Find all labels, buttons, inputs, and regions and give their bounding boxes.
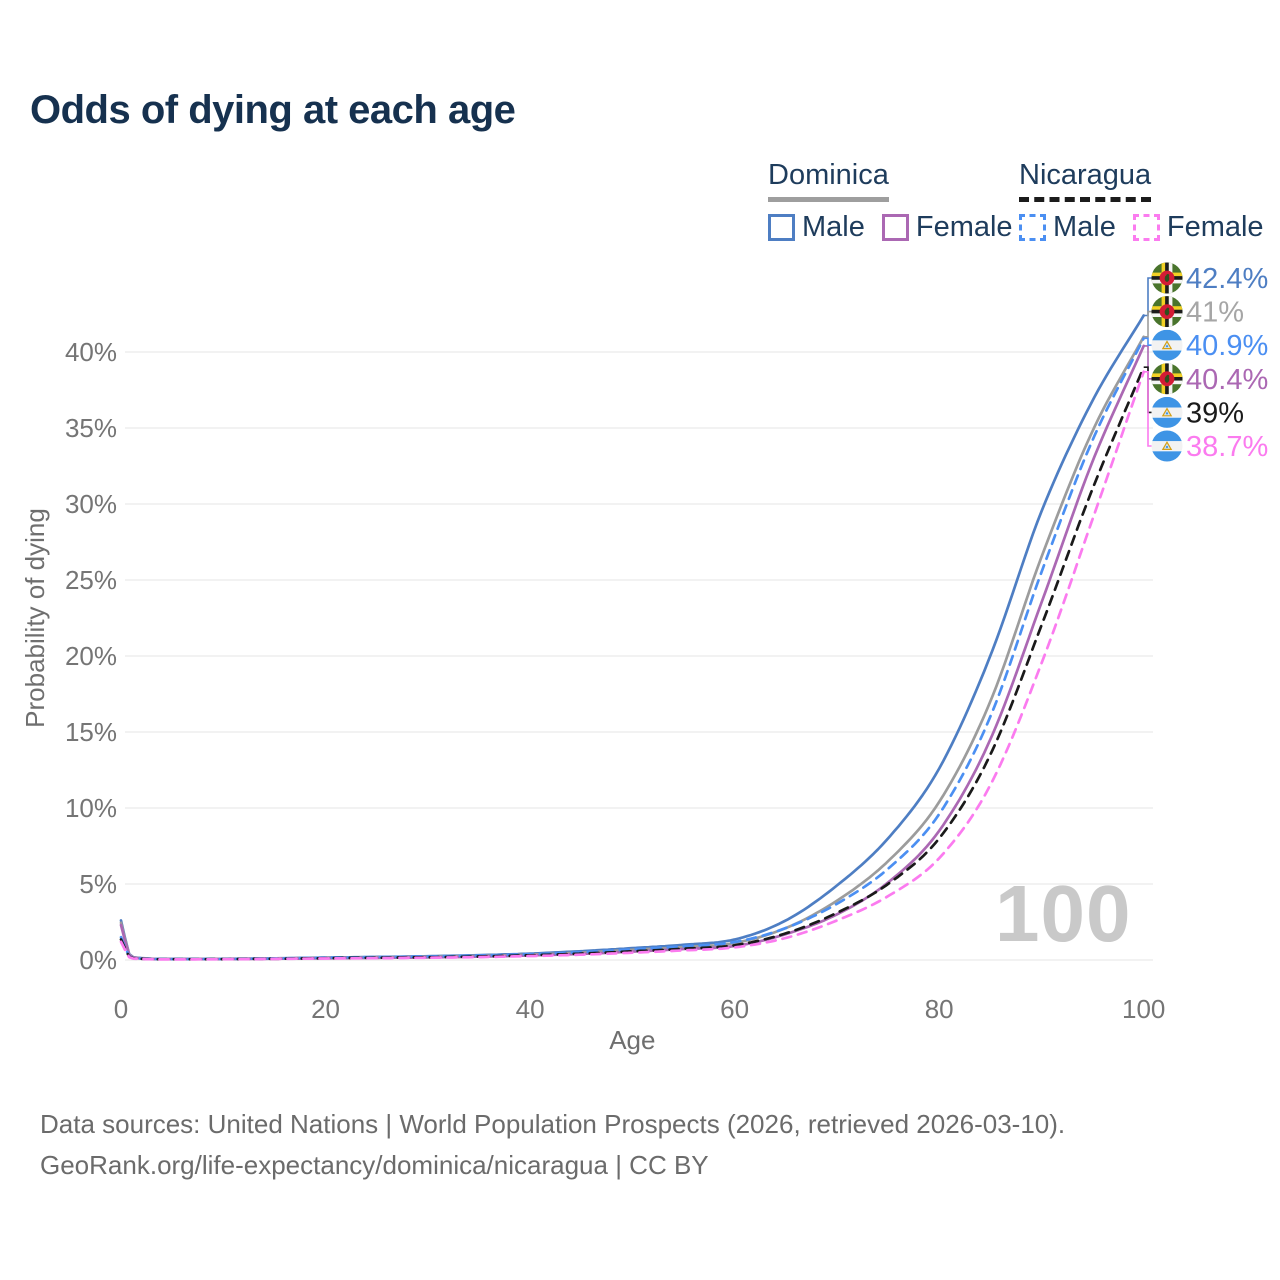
legend-label-dominica-male: Male bbox=[802, 210, 865, 243]
x-tick-label: 60 bbox=[720, 994, 749, 1024]
x-tick-label: 20 bbox=[311, 994, 340, 1024]
nicaragua-flag-icon bbox=[1151, 396, 1183, 428]
y-tick-label: 35% bbox=[65, 413, 117, 443]
end-label-connector bbox=[1143, 337, 1152, 346]
nicaragua-male-swatch bbox=[1019, 213, 1046, 241]
series-line-nicaragua-both-sexes[interactable] bbox=[119, 365, 1146, 961]
y-tick-label: 20% bbox=[65, 641, 117, 671]
series-line-nicaragua-male[interactable] bbox=[119, 336, 1146, 961]
dominica-flag-icon bbox=[1151, 262, 1183, 294]
x-tick-label: 0 bbox=[114, 994, 128, 1024]
end-label-connector bbox=[1143, 371, 1152, 447]
series-line-dominica-both-sexes[interactable] bbox=[119, 335, 1146, 961]
nicaragua-flag-icon bbox=[1151, 329, 1183, 361]
legend-country-nicaragua[interactable]: Nicaragua bbox=[1019, 159, 1152, 202]
footer-data-sources: Data sources: United Nations | World Pop… bbox=[40, 1109, 1066, 1139]
footer-link: GeoRank.org/life-expectancy/dominica/nic… bbox=[40, 1150, 709, 1180]
y-axis-title: Probability of dying bbox=[20, 508, 50, 728]
legend-group-dominica: Dominica Male Female bbox=[768, 159, 1013, 244]
end-value-label: 38.7% bbox=[1186, 431, 1268, 463]
nicaragua-flag-icon bbox=[1151, 430, 1183, 462]
end-label-group: 40.9% bbox=[1151, 329, 1268, 362]
legend-label-dominica-female: Female bbox=[915, 210, 1013, 243]
end-label-group: 40.4% bbox=[1151, 363, 1268, 396]
end-label-connector bbox=[1143, 277, 1152, 317]
y-tick-label: 40% bbox=[65, 337, 117, 367]
legend-item-nicaragua-male[interactable]: Male bbox=[1019, 211, 1116, 244]
series-line-dominica-male[interactable] bbox=[119, 314, 1146, 961]
legend-label-nicaragua-male: Male bbox=[1053, 210, 1116, 243]
legend-item-nicaragua-female[interactable]: Female bbox=[1132, 210, 1264, 244]
y-tick-label: 10% bbox=[65, 793, 117, 823]
dominica-male-swatch bbox=[768, 213, 795, 241]
chart-title: Odds of dying at each age bbox=[30, 88, 516, 132]
x-axis-title: Age bbox=[609, 1025, 655, 1055]
y-tick-label: 25% bbox=[65, 565, 117, 595]
x-tick-label: 100 bbox=[1122, 994, 1165, 1024]
y-tick-label: 15% bbox=[65, 717, 117, 747]
end-value-label: 40.9% bbox=[1186, 330, 1268, 362]
footer: Data sources: United Nations | World Pop… bbox=[40, 1104, 1065, 1186]
end-value-label: 40.4% bbox=[1186, 364, 1268, 396]
nicaragua-female-swatch bbox=[1132, 213, 1160, 241]
end-value-label: 42.4% bbox=[1186, 263, 1268, 295]
legend-item-dominica-male[interactable]: Male bbox=[768, 211, 865, 244]
y-tick-label: 5% bbox=[79, 869, 117, 899]
end-label-connector bbox=[1143, 310, 1152, 338]
series-line-nicaragua-female[interactable] bbox=[119, 370, 1146, 961]
dominica-female-swatch bbox=[881, 213, 909, 241]
end-label-group: 38.7% bbox=[1151, 430, 1268, 463]
end-value-label: 41% bbox=[1186, 297, 1244, 329]
legend-label-nicaragua-female: Female bbox=[1166, 210, 1264, 243]
end-value-label: 39% bbox=[1186, 397, 1244, 429]
x-tick-label: 40 bbox=[516, 994, 545, 1024]
legend-group-nicaragua: Nicaragua Male Female bbox=[1019, 159, 1264, 244]
y-tick-label: 30% bbox=[65, 489, 117, 519]
end-label-connector bbox=[1143, 345, 1152, 380]
dominica-flag-icon bbox=[1151, 296, 1183, 328]
legend-item-dominica-female[interactable]: Female bbox=[881, 210, 1013, 244]
legend-country-dominica[interactable]: Dominica bbox=[768, 159, 889, 202]
y-tick-label: 0% bbox=[79, 945, 117, 975]
dominica-flag-icon bbox=[1151, 363, 1183, 395]
end-label-group: 42.4% bbox=[1151, 262, 1268, 295]
end-label-group: 41% bbox=[1151, 296, 1244, 329]
end-label-group: 39% bbox=[1151, 396, 1244, 429]
x-tick-label: 80 bbox=[925, 994, 954, 1024]
